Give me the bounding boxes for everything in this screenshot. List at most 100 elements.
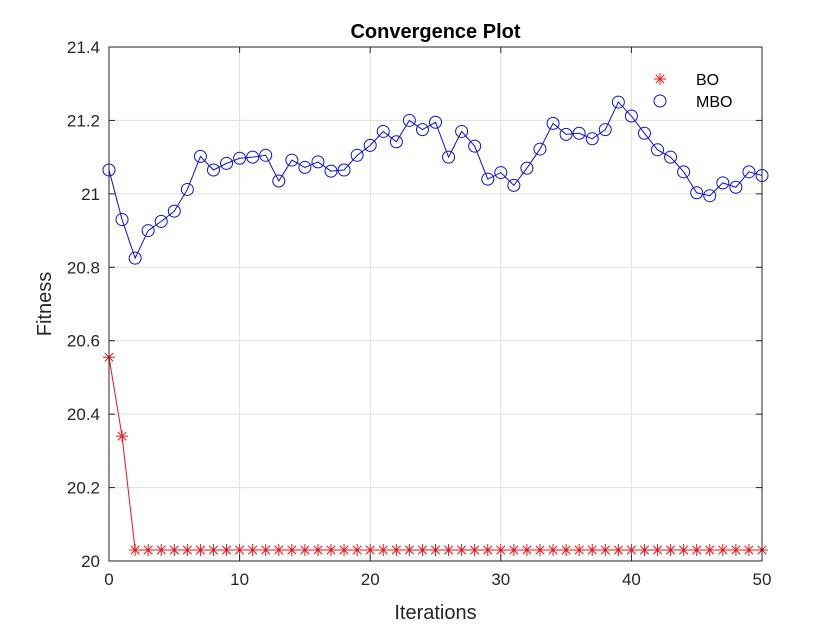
- data-point-bo: [233, 543, 246, 556]
- data-point-mbo: [128, 251, 142, 265]
- x-tick-label: 20: [361, 570, 380, 589]
- data-point-mbo: [167, 204, 181, 218]
- data-point-bo: [599, 543, 612, 556]
- data-point-bo: [298, 543, 311, 556]
- data-point-bo: [468, 543, 481, 556]
- data-point-mbo: [180, 182, 194, 196]
- data-point-mbo: [481, 172, 495, 186]
- asterisk-stroke: [574, 545, 584, 555]
- asterisk-stroke: [287, 545, 297, 555]
- asterisk-stroke: [470, 545, 480, 555]
- data-point-bo: [194, 543, 207, 556]
- asterisk-stroke: [156, 545, 166, 555]
- legend-entry-mbo: MBO: [653, 94, 732, 111]
- data-point-mbo: [716, 176, 730, 190]
- y-tick-label: 21.4: [67, 38, 100, 57]
- data-point-mbo: [533, 142, 547, 156]
- asterisk-stroke: [561, 545, 571, 555]
- asterisk-stroke: [509, 545, 519, 555]
- data-point-bo: [677, 543, 690, 556]
- asterisk-stroke: [587, 545, 597, 555]
- data-point-bo: [638, 543, 651, 556]
- asterisk-stroke: [535, 545, 545, 555]
- series-bo: [103, 351, 768, 556]
- x-tick-label: 30: [491, 570, 510, 589]
- data-point-mbo: [115, 213, 129, 227]
- data-point-mbo: [664, 150, 678, 164]
- asterisk-stroke: [235, 545, 245, 555]
- x-tick-label: 50: [753, 570, 772, 589]
- data-point-bo: [547, 543, 560, 556]
- data-point-mbo: [585, 132, 599, 146]
- data-point-mbo: [729, 180, 743, 194]
- y-tick-label: 20.8: [67, 258, 100, 277]
- data-point-bo: [351, 543, 364, 556]
- data-point-mbo: [598, 123, 612, 137]
- data-point-bo: [377, 543, 390, 556]
- y-tick-label: 20: [81, 552, 100, 571]
- data-point-bo: [455, 543, 468, 556]
- data-point-bo: [481, 543, 494, 556]
- legend: BO MBO: [653, 72, 732, 111]
- asterisk-stroke: [718, 545, 728, 555]
- data-point-bo: [259, 543, 272, 556]
- x-tick-label: 10: [230, 570, 249, 589]
- data-point-mbo: [572, 126, 586, 140]
- data-point-bo: [142, 543, 155, 556]
- legend-marker-bo: [654, 73, 666, 85]
- data-point-mbo: [246, 150, 260, 164]
- asterisk-stroke: [352, 545, 362, 555]
- data-point-bo: [703, 543, 716, 556]
- data-point-mbo: [442, 150, 456, 164]
- asterisk-stroke: [261, 545, 271, 555]
- y-tick-label: 20.6: [67, 332, 100, 351]
- data-point-mbo: [546, 116, 560, 130]
- asterisk-stroke: [457, 545, 467, 555]
- data-point-mbo: [651, 143, 665, 157]
- data-point-bo: [390, 543, 403, 556]
- data-point-mbo: [455, 124, 469, 138]
- series-mbo: [102, 95, 769, 265]
- asterisk-stroke: [326, 545, 336, 555]
- data-point-mbo: [272, 174, 286, 188]
- data-point-bo: [573, 543, 586, 556]
- asterisk-stroke: [417, 545, 428, 555]
- asterisk-stroke: [404, 545, 414, 555]
- legend-circle-icon: [653, 94, 667, 108]
- series-line-mbo: [108, 101, 763, 260]
- data-point-mbo: [429, 115, 442, 129]
- data-point-bo: [612, 543, 625, 556]
- data-point-bo: [155, 543, 168, 556]
- data-point-mbo: [494, 166, 508, 180]
- data-point-mbo: [468, 139, 482, 153]
- y-tick-label: 21.2: [67, 111, 100, 130]
- data-point-bo: [690, 543, 703, 556]
- asterisk-stroke: [522, 545, 532, 555]
- data-point-mbo: [350, 148, 364, 162]
- data-point-bo: [325, 543, 338, 556]
- asterisk-stroke: [705, 545, 715, 555]
- data-point-bo: [272, 543, 285, 556]
- legend-label-mbo: MBO: [696, 94, 732, 111]
- data-point-mbo: [637, 126, 651, 140]
- asterisk-stroke: [744, 545, 754, 555]
- data-point-bo: [507, 543, 520, 556]
- data-point-mbo: [259, 148, 273, 162]
- data-point-mbo: [233, 151, 247, 165]
- asterisk-stroke: [639, 545, 650, 555]
- asterisk-stroke: [221, 545, 232, 555]
- asterisk-stroke: [313, 545, 323, 555]
- asterisk-stroke: [665, 545, 676, 555]
- data-point-mbo: [742, 165, 756, 179]
- data-point-bo: [520, 543, 533, 556]
- plot-frame: [108, 46, 763, 562]
- data-point-mbo: [559, 127, 573, 141]
- data-point-mbo: [298, 160, 312, 174]
- data-point-mbo: [206, 163, 220, 177]
- data-point-mbo: [402, 113, 416, 127]
- asterisk-stroke: [143, 545, 153, 555]
- asterisk-stroke: [248, 545, 258, 555]
- data-point-mbo: [507, 178, 521, 192]
- y-tick-label: 21: [81, 185, 100, 204]
